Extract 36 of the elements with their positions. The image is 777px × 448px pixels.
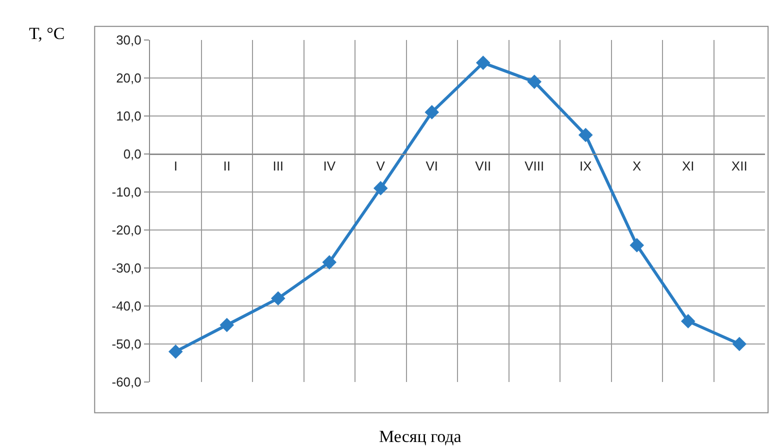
x-tick-label: XI [682,158,694,174]
point [373,181,388,196]
y-tick-label: 10,0 [116,108,142,124]
point [630,238,644,252]
point [476,56,490,70]
point [578,128,593,142]
x-tick-label: I [174,158,178,174]
y-tick-label: -30,0 [112,260,142,276]
x-tick-label: V [376,158,386,174]
y-tick-label: -10,0 [112,184,142,200]
y-axis-title: T, °C [29,24,65,43]
x-tick-label: IV [323,158,336,174]
point [680,314,696,328]
x-tick-label: XII [731,158,748,174]
point [270,291,286,306]
y-tick-label: -20,0 [112,222,142,238]
y-tick-label: -40,0 [112,298,142,314]
x-tick-label: VI [426,158,438,174]
point [732,336,747,352]
x-tick-label: II [223,158,230,174]
y-tick-label: -50,0 [112,336,142,352]
x-tick-label: VIII [524,158,544,174]
point [168,344,183,359]
x-tick-label: VII [475,158,492,174]
y-tick-label: -60,0 [112,374,142,390]
point [527,74,542,89]
x-tick-label: III [272,158,284,174]
point [322,255,337,270]
x-axis-title: Месяц года [379,427,462,446]
y-tick-label: 30,0 [116,32,142,48]
point [424,105,440,120]
y-tick-label: 20,0 [116,70,142,86]
y-tick-label: 0,0 [123,146,142,162]
point [220,318,234,332]
x-tick-label: IX [579,158,592,174]
x-tick-label: X [632,158,642,174]
